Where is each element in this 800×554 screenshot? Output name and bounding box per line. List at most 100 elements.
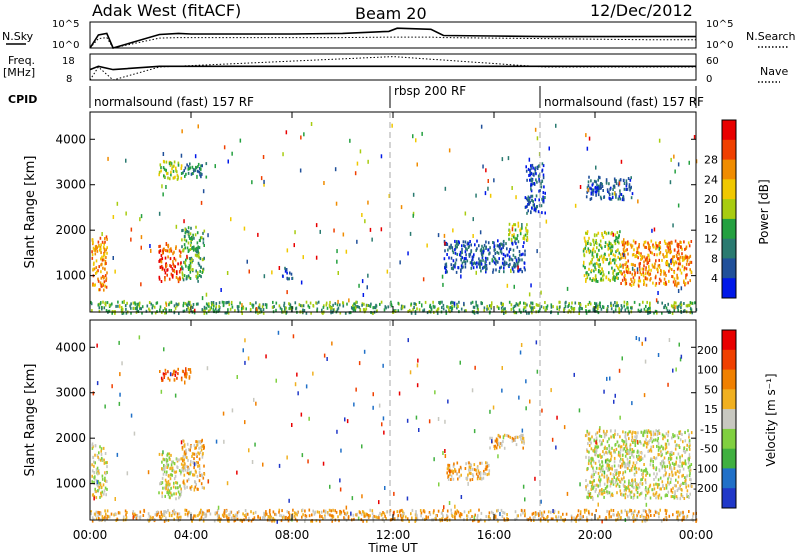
data-cell [506, 516, 508, 520]
data-cell [659, 487, 661, 491]
data-cell [687, 457, 689, 461]
data-cell [645, 488, 647, 492]
data-cell [173, 164, 175, 168]
data-cell [165, 473, 167, 476]
data-cell [642, 271, 644, 275]
data-cell [380, 154, 383, 159]
data-cell [244, 420, 246, 425]
data-cell [608, 512, 611, 516]
data-cell [595, 279, 597, 283]
y-tick-label: 3000 [55, 386, 86, 400]
data-cell [643, 443, 645, 447]
data-cell [195, 274, 197, 278]
data-cell [536, 205, 538, 209]
data-cell [158, 211, 161, 216]
data-cell [679, 357, 682, 362]
data-cell [595, 438, 598, 442]
data-cell [684, 431, 686, 435]
data-cell [622, 462, 624, 466]
data-cell [267, 515, 270, 519]
data-cell [179, 484, 181, 488]
data-cell [493, 245, 495, 249]
data-cell [582, 515, 584, 519]
data-cell [405, 515, 407, 519]
data-cell [194, 168, 197, 172]
data-cell [550, 305, 553, 309]
data-cell [618, 471, 620, 475]
data-cell [415, 513, 418, 517]
data-cell [421, 303, 423, 308]
data-cell [409, 231, 412, 236]
data-cell [362, 519, 364, 523]
data-cell [481, 254, 484, 258]
data-cell [201, 444, 204, 448]
data-cell [601, 182, 603, 186]
data-cell [469, 478, 472, 482]
data-cell [523, 441, 525, 445]
data-cell [633, 493, 636, 497]
data-cell [319, 519, 321, 523]
data-cell [664, 508, 667, 512]
data-cell [175, 492, 177, 496]
data-cell [447, 305, 449, 309]
data-cell [505, 242, 507, 246]
data-cell [159, 482, 161, 486]
data-cell [688, 433, 690, 437]
data-cell [676, 489, 679, 492]
data-cell [198, 446, 200, 450]
data-cell [574, 301, 577, 305]
data-cell [312, 509, 314, 513]
data-cell [476, 306, 479, 310]
data-cell [300, 280, 303, 285]
data-cell [622, 471, 624, 475]
data-cell [588, 493, 591, 497]
data-cell [597, 186, 599, 190]
data-cell [681, 461, 684, 465]
data-cell [628, 516, 631, 520]
data-cell [618, 308, 621, 312]
data-cell [644, 276, 647, 281]
data-cell [161, 378, 164, 382]
data-cell [102, 483, 105, 487]
data-cell [637, 256, 639, 260]
data-cell [495, 437, 498, 441]
data-cell [679, 484, 681, 488]
data-cell [182, 459, 184, 463]
data-cell [595, 449, 598, 453]
data-cell [168, 514, 171, 518]
data-cell [183, 484, 186, 488]
data-cell [173, 311, 176, 315]
data-cell [471, 263, 473, 267]
data-cell [108, 515, 111, 519]
data-cell [331, 514, 334, 518]
data-cell [189, 232, 192, 236]
data-cell [201, 473, 203, 477]
data-cell [585, 487, 587, 491]
data-cell [472, 519, 474, 523]
data-cell [592, 308, 595, 312]
data-cell [161, 476, 164, 480]
data-cell [161, 481, 164, 485]
data-cell [689, 443, 691, 447]
data-cell [458, 468, 460, 472]
data-cell [542, 195, 544, 199]
data-cell [453, 301, 456, 306]
data-cell [634, 435, 636, 439]
data-cell [676, 282, 679, 286]
data-cell [608, 491, 611, 495]
data-cell [625, 261, 628, 265]
data-cell [611, 477, 613, 481]
data-cell [579, 305, 581, 309]
data-cell [183, 243, 186, 247]
data-cell [664, 242, 667, 245]
data-cell [622, 460, 625, 464]
data-cell [471, 473, 474, 477]
data-cell [483, 306, 486, 310]
data-cell [192, 516, 195, 520]
colorbar-tick-label: 200 [697, 344, 718, 357]
data-cell [611, 231, 613, 235]
data-cell [626, 306, 628, 310]
data-cell [304, 519, 306, 523]
data-cell [551, 437, 554, 442]
data-cell [186, 230, 189, 233]
